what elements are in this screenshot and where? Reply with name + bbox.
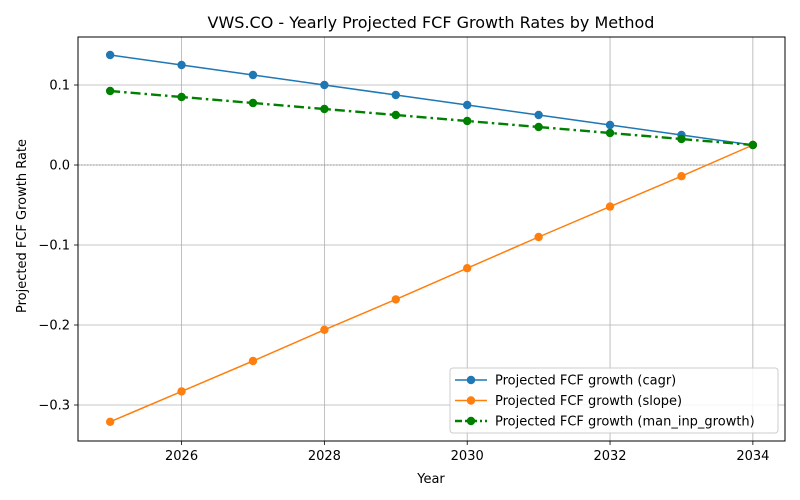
x-tick-label: 2032 [593,449,626,464]
x-tick-label: 2034 [736,449,769,464]
y-axis-label: Projected FCF Growth Rate [15,139,30,313]
data-point [391,110,400,120]
data-point [105,417,115,426]
chart-title: VWS.CO - Yearly Projected FCF Growth Rat… [208,13,655,32]
data-point [320,80,329,90]
legend-marker [466,416,476,426]
data-point [248,70,258,80]
data-point [463,116,472,126]
y-tick-label: −0.1 [38,239,70,254]
plot-area-frame [77,36,786,442]
series-line [110,54,753,146]
data-point [748,140,758,150]
data-point [677,134,686,144]
data-point [105,50,115,60]
y-tick-label: 0.0 [49,159,70,174]
x-tick-label: 2028 [308,449,341,464]
legend-label: Projected FCF growth (slope) [495,394,682,409]
data-point [534,110,543,120]
data-point [605,202,615,211]
x-tick-label: 2026 [165,449,198,464]
data-point [463,264,472,273]
data-point [105,86,115,96]
data-point [177,60,186,70]
legend-entry: Projected FCF growth (man_inp_growth) [455,415,755,430]
legend-marker [466,396,476,405]
x-axis-label: Year [416,472,445,487]
legend-marker [466,375,476,385]
series-line [110,89,753,147]
legend-label: Projected FCF growth (cagr) [495,374,676,389]
legend-entry: Projected FCF growth (cagr) [455,374,676,389]
data-point [391,295,400,304]
series-1 [105,50,758,150]
data-point [463,100,472,110]
data-point [534,232,543,242]
series-line [109,144,754,423]
legend-box [449,367,779,434]
y-tick-label: −0.2 [38,319,70,334]
data-point [248,98,258,108]
data-point [605,120,615,130]
y-tick-label: −0.3 [38,399,70,414]
series-3 [105,86,758,150]
series-layer [105,50,758,426]
data-point [248,356,258,366]
legend-label: Projected FCF growth (man_inp_growth) [495,415,755,430]
data-point [391,90,400,100]
data-point [177,92,186,102]
data-point [534,122,543,132]
data-point [177,387,186,396]
legend-entry: Projected FCF growth (slope) [455,394,682,409]
data-point [677,172,686,181]
x-axis-ticks: 2026 2028 2030 2032 2034 [165,441,769,464]
data-point [605,128,615,138]
data-point [320,325,329,334]
x-tick-label: 2030 [451,449,484,464]
legend: Projected FCF growth (cagr) Projected FCF… [449,367,779,434]
y-axis-ticks: −0.3 −0.2 −0.1 0.0 0.1 [38,79,78,414]
y-tick-label: 0.1 [49,79,70,94]
data-point [320,104,329,114]
